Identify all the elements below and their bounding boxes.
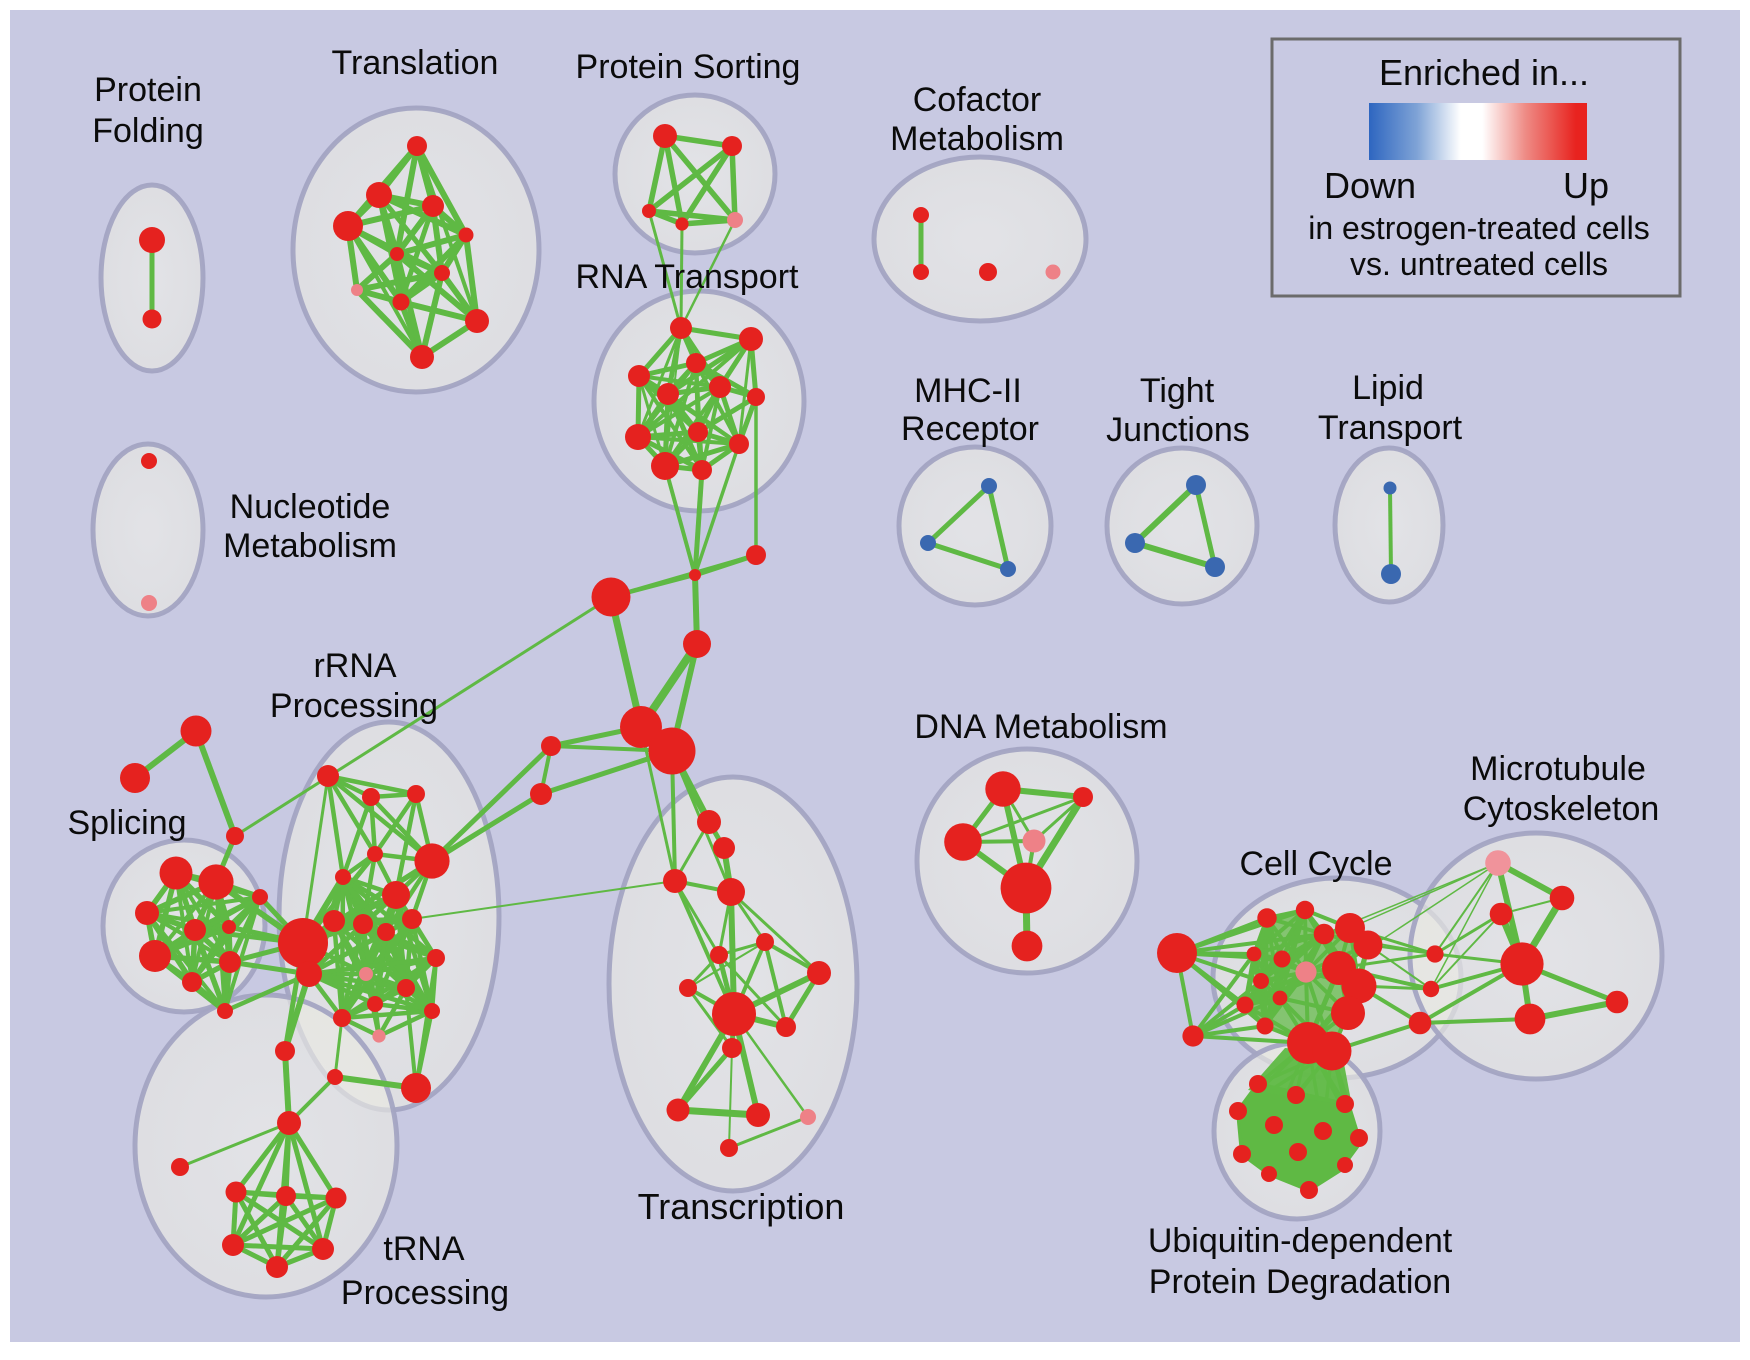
svg-text:Metabolism: Metabolism (223, 527, 397, 565)
svg-text:rRNA: rRNA (313, 647, 396, 685)
svg-text:MHC-II: MHC-II (914, 372, 1022, 410)
svg-text:Transport: Transport (1318, 409, 1463, 447)
svg-text:in estrogen-treated cells: in estrogen-treated cells (1308, 210, 1650, 246)
svg-text:Protein: Protein (94, 71, 202, 109)
svg-text:Microtubule: Microtubule (1470, 750, 1646, 788)
svg-text:Up: Up (1563, 165, 1609, 206)
svg-text:Receptor: Receptor (901, 410, 1039, 448)
svg-text:vs. untreated cells: vs. untreated cells (1350, 246, 1608, 282)
svg-text:Tight: Tight (1140, 372, 1215, 410)
svg-text:Lipid: Lipid (1352, 369, 1424, 407)
svg-text:Cofactor: Cofactor (913, 81, 1042, 119)
svg-text:Folding: Folding (92, 112, 204, 150)
svg-text:Metabolism: Metabolism (890, 120, 1064, 158)
svg-text:Protein Degradation: Protein Degradation (1149, 1263, 1451, 1301)
svg-text:RNA Transport: RNA Transport (576, 258, 800, 296)
svg-text:Processing: Processing (341, 1274, 509, 1312)
svg-text:Processing: Processing (270, 687, 438, 725)
svg-text:Ubiquitin-dependent: Ubiquitin-dependent (1148, 1222, 1453, 1260)
svg-text:Transcription: Transcription (638, 1186, 845, 1227)
svg-text:Splicing: Splicing (67, 804, 186, 842)
svg-text:Junctions: Junctions (1106, 411, 1250, 449)
svg-text:DNA Metabolism: DNA Metabolism (914, 708, 1167, 746)
svg-text:Translation: Translation (332, 44, 499, 82)
svg-text:tRNA: tRNA (383, 1230, 465, 1268)
svg-text:Down: Down (1324, 165, 1416, 206)
svg-text:Cytoskeleton: Cytoskeleton (1463, 790, 1660, 828)
svg-text:Protein Sorting: Protein Sorting (576, 48, 801, 86)
svg-text:Nucleotide: Nucleotide (230, 488, 391, 526)
svg-text:Cell Cycle: Cell Cycle (1239, 845, 1392, 883)
svg-text:Enriched in...: Enriched in... (1379, 52, 1589, 93)
